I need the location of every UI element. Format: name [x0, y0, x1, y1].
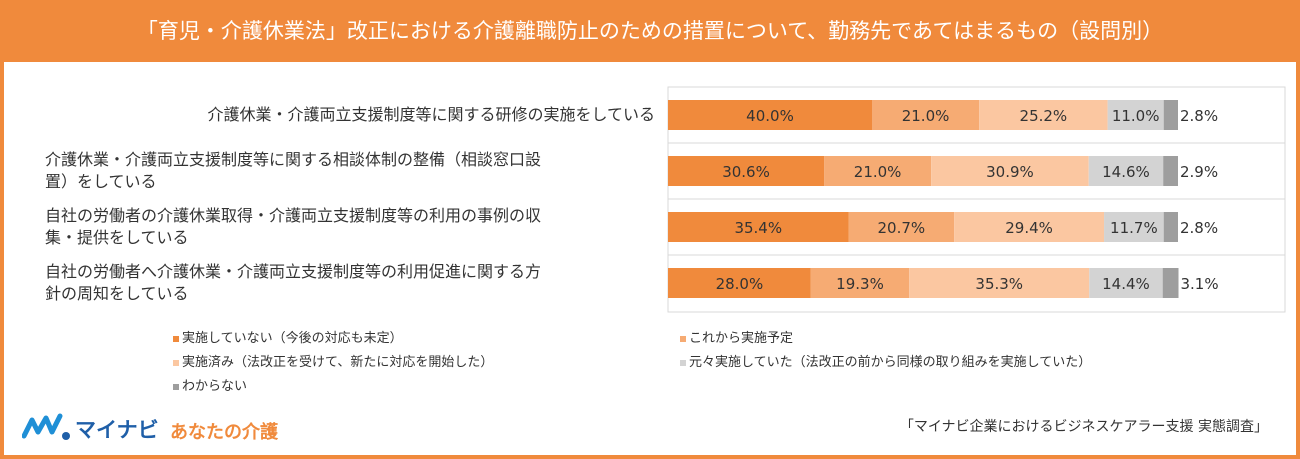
category-label: 自社の労働者へ介護休業・介護両立支援制度等の利用促進に関する方 針の周知をしている — [45, 261, 657, 305]
logo-text: マイナビ — [75, 418, 159, 442]
legend-swatch — [173, 335, 179, 342]
category-label-line: 介護休業・介護両立支援制度等に関する研修の実施をしている — [207, 105, 655, 124]
source-note: 「マイナビ企業におけるビジネスケアラー支援 実態調査」 — [899, 419, 1268, 435]
legend-item: わからない — [173, 375, 247, 394]
category-label-line: 自社の労働者の介護休業取得・介護両立支援制度等の利用の事例の収 — [45, 206, 542, 225]
category-label-line: 自社の労働者へ介護休業・介護両立支援制度等の利用促進に関する方 — [45, 262, 542, 281]
header-bar — [0, 0, 1300, 62]
legend-swatch — [173, 383, 179, 390]
legend-label: 実施済み（法改正を受けて、新たに対応を開始した） — [182, 355, 494, 370]
category-label-line: 針の周知をしている — [45, 284, 189, 303]
category-label-line: 集・提供をしている — [45, 228, 189, 247]
legend-swatch — [680, 359, 686, 366]
legend-swatch — [680, 335, 686, 342]
category-label-line: 置）をしている — [45, 172, 157, 191]
category-label: 介護休業・介護両立支援制度等に関する研修の実施をしている — [15, 104, 655, 126]
legend-swatch — [173, 359, 179, 366]
category-label-line: 介護休業・介護両立支援制度等に関する相談体制の整備（相談窓口設 — [45, 150, 542, 169]
legend-label: わからない — [182, 379, 248, 394]
legend-label: 元々実施していた（法改正の前から同様の取り組みを実施していた） — [689, 355, 1092, 370]
legend-item: 元々実施していた（法改正の前から同様の取り組みを実施していた） — [680, 351, 1091, 370]
chart-title: 「育児・介護休業法」改正における介護離職防止のための措置について、勤務先であては… — [136, 19, 1164, 43]
category-label: 介護休業・介護両立支援制度等に関する相談体制の整備（相談窓口設 置）をしている — [45, 149, 657, 193]
category-label: 自社の労働者の介護休業取得・介護両立支援制度等の利用の事例の収 集・提供をしている — [45, 205, 657, 249]
mynavi-logo-icon — [22, 413, 70, 440]
legend-item: これから実施予定 — [680, 327, 793, 346]
legend-label: 実施していない（今後の対応も未定） — [182, 331, 403, 346]
logo-subtext: あなたの介護 — [170, 422, 278, 443]
legend-label: これから実施予定 — [689, 331, 794, 346]
legend-item: 実施済み（法改正を受けて、新たに対応を開始した） — [173, 351, 493, 370]
legend-item: 実施していない（今後の対応も未定） — [173, 327, 403, 346]
